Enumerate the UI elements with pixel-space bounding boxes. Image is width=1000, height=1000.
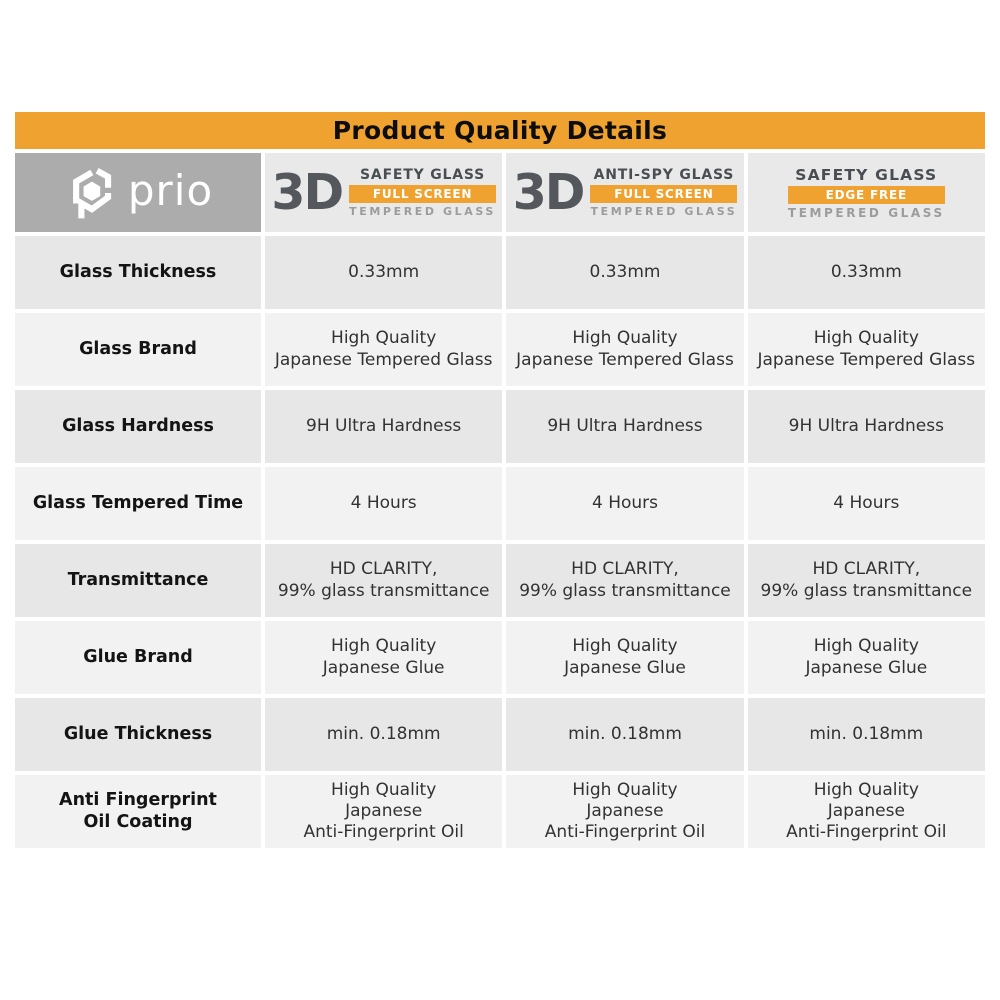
table-cell: High Quality Japanese Glue: [265, 621, 503, 694]
table-grid: prio 3D SAFETY GLASS FULL SCREEN TEMPERE…: [15, 153, 985, 848]
coverage-badge: FULL SCREEN: [349, 185, 496, 203]
table-cell: 9H Ultra Hardness: [506, 390, 744, 463]
tempered-glass-label: TEMPERED GLASS: [590, 205, 738, 218]
product-type-label: ANTI-SPY GLASS: [593, 167, 735, 183]
column-header-3d-safety-glass: 3D SAFETY GLASS FULL SCREEN TEMPERED GLA…: [265, 153, 503, 232]
row-label-glass-thickness: Glass Thickness: [15, 236, 261, 309]
row-label-glass-brand: Glass Brand: [15, 313, 261, 386]
table-cell: High Quality Japanese Anti-Fingerprint O…: [506, 775, 744, 848]
header-text-stack: SAFETY GLASS EDGE FREE TEMPERED GLASS: [787, 165, 945, 220]
table-cell: 4 Hours: [506, 467, 744, 540]
table-cell: min. 0.18mm: [265, 698, 503, 771]
table-cell: High Quality Japanese Tempered Glass: [747, 313, 985, 386]
tempered-glass-label: TEMPERED GLASS: [787, 205, 945, 220]
coverage-badge: EDGE FREE: [787, 185, 945, 204]
table-cell: 4 Hours: [747, 467, 985, 540]
table-cell: HD CLARITY, 99% glass transmittance: [747, 544, 985, 617]
table-cell: 0.33mm: [265, 236, 503, 309]
page-title: Product Quality Details: [332, 116, 668, 145]
table-cell: High Quality Japanese Glue: [506, 621, 744, 694]
table-cell: min. 0.18mm: [506, 698, 744, 771]
table-cell: High Quality Japanese Tempered Glass: [265, 313, 503, 386]
column-header-edge-free-safety-glass: SAFETY GLASS EDGE FREE TEMPERED GLASS: [747, 153, 985, 232]
tempered-glass-label: TEMPERED GLASS: [349, 205, 496, 218]
table-cell: 9H Ultra Hardness: [747, 390, 985, 463]
row-label-transmittance: Transmittance: [15, 544, 261, 617]
table-cell: 0.33mm: [506, 236, 744, 309]
comparison-table: Product Quality Details prio 3D SA: [15, 112, 985, 848]
column-header-3d-anti-spy-glass: 3D ANTI-SPY GLASS FULL SCREEN TEMPERED G…: [506, 153, 744, 232]
table-cell: 9H Ultra Hardness: [265, 390, 503, 463]
table-cell: High Quality Japanese Glue: [747, 621, 985, 694]
product-type-label: SAFETY GLASS: [795, 165, 938, 184]
table-cell: 4 Hours: [265, 467, 503, 540]
row-label-glass-tempered-time: Glass Tempered Time: [15, 467, 261, 540]
row-label-glue-brand: Glue Brand: [15, 621, 261, 694]
title-bar: Product Quality Details: [15, 112, 985, 149]
table-cell: High Quality Japanese Anti-Fingerprint O…: [265, 775, 503, 848]
row-label-anti-fingerprint-oil-coating: Anti Fingerprint Oil Coating: [15, 775, 261, 848]
brand-header-cell: prio: [15, 153, 261, 232]
brand-name: prio: [127, 165, 214, 215]
header-text-stack: ANTI-SPY GLASS FULL SCREEN TEMPERED GLAS…: [590, 167, 738, 218]
row-label-glue-thickness: Glue Thickness: [15, 698, 261, 771]
prio-logo-icon: [72, 167, 111, 218]
product-type-label: SAFETY GLASS: [360, 167, 486, 183]
3d-logo-text: 3D: [512, 164, 586, 221]
table-cell: High Quality Japanese Tempered Glass: [506, 313, 744, 386]
3d-logo-text: 3D: [271, 164, 344, 221]
table-cell: min. 0.18mm: [747, 698, 985, 771]
coverage-badge: FULL SCREEN: [590, 185, 738, 203]
table-cell: High Quality Japanese Anti-Fingerprint O…: [747, 775, 985, 848]
header-text-stack: SAFETY GLASS FULL SCREEN TEMPERED GLASS: [349, 167, 496, 218]
table-cell: 0.33mm: [747, 236, 985, 309]
table-cell: HD CLARITY, 99% glass transmittance: [506, 544, 744, 617]
table-cell: HD CLARITY, 99% glass transmittance: [265, 544, 503, 617]
row-label-glass-hardness: Glass Hardness: [15, 390, 261, 463]
